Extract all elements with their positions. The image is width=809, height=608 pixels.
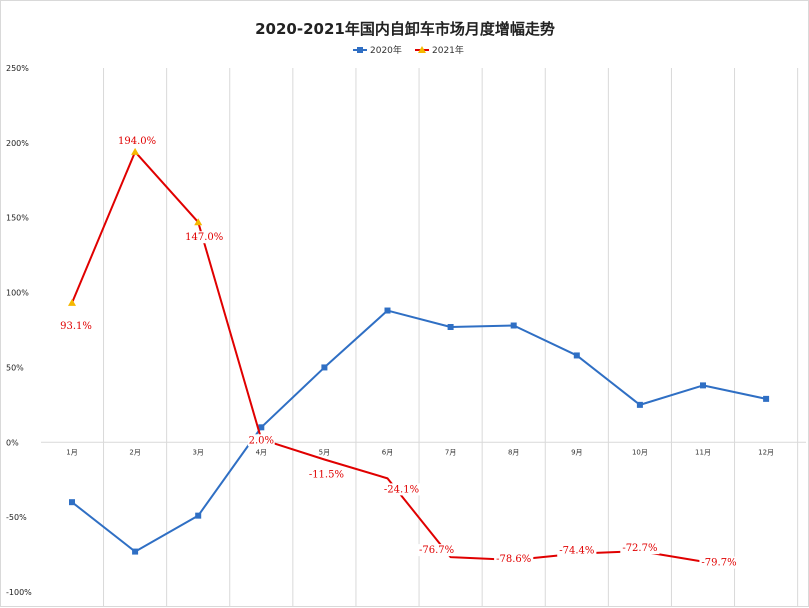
data-label-bg xyxy=(117,134,157,147)
legend-item-2: 2021年 xyxy=(415,44,464,56)
data-label: -72.7% xyxy=(622,543,657,554)
x-tick-label: 2月 xyxy=(129,448,140,456)
grid-lines xyxy=(41,68,806,606)
data-label-bg xyxy=(247,434,275,447)
y-tick-label: -100% xyxy=(6,588,32,597)
legend-label: 2020年 xyxy=(370,44,402,56)
data-label: -78.6% xyxy=(496,554,531,565)
data-label-bg xyxy=(417,544,457,557)
data-point xyxy=(447,324,454,331)
x-tick-label: 9月 xyxy=(571,448,582,456)
chart-title: 2020-2021年国内自卸车市场月度增幅走势 xyxy=(255,20,555,38)
data-point xyxy=(573,352,580,359)
data-point xyxy=(387,477,388,479)
data-label: -24.1% xyxy=(384,484,419,495)
data-label: -74.4% xyxy=(559,546,594,557)
x-tick-label: 4月 xyxy=(256,448,267,456)
series-layer xyxy=(68,147,770,563)
data-label: 93.1% xyxy=(60,321,92,332)
data-label-bg xyxy=(184,231,224,244)
data-point xyxy=(132,548,139,555)
x-tick-label: 3月 xyxy=(192,448,203,456)
data-label: 2.0% xyxy=(249,435,274,446)
data-point xyxy=(258,424,265,431)
x-tick-label: 1月 xyxy=(66,448,77,456)
data-label-bg xyxy=(699,556,739,569)
data-label: 147.0% xyxy=(185,232,223,243)
x-tick-label: 11月 xyxy=(695,448,711,456)
x-tick-label: 10月 xyxy=(632,448,648,456)
y-tick-label: 200% xyxy=(6,139,29,148)
data-point xyxy=(68,298,76,306)
y-tick-label: -50% xyxy=(6,513,27,522)
data-point xyxy=(321,364,328,371)
data-point xyxy=(195,512,202,519)
data-point xyxy=(700,382,706,389)
data-point xyxy=(510,322,517,329)
data-label: -11.5% xyxy=(309,470,344,481)
x-tick-label: 5月 xyxy=(319,448,330,456)
data-point xyxy=(384,307,391,314)
data-label: -76.7% xyxy=(419,545,454,556)
data-point xyxy=(450,556,452,558)
series-line-1 xyxy=(71,309,767,553)
legend-marker xyxy=(418,46,426,53)
data-point xyxy=(636,401,643,408)
x-tick-label: 12月 xyxy=(758,448,774,456)
data-point xyxy=(763,395,770,402)
x-axis: 1月 2月 3月 4月 5月 6月 7月 8月 9月 10月 11月 12月 xyxy=(66,448,774,456)
data-label-bg xyxy=(620,542,660,555)
data-point xyxy=(194,218,203,226)
y-tick-label: 50% xyxy=(6,363,24,372)
data-point xyxy=(323,459,325,461)
y-tick-label: 250% xyxy=(6,64,29,73)
legend-marker xyxy=(357,47,363,53)
data-label-bg xyxy=(494,552,534,565)
legend-label: 2021年 xyxy=(432,44,464,56)
legend: 2020年 2021年 xyxy=(353,44,464,56)
legend-item-1: 2020年 xyxy=(353,44,402,56)
y-axis: 250% 200% 150% 100% 50% 0% -50% -100% xyxy=(6,64,32,597)
data-point xyxy=(69,499,75,506)
x-tick-label: 8月 xyxy=(508,448,519,456)
data-point xyxy=(131,147,140,155)
y-tick-label: 150% xyxy=(6,214,29,223)
data-label: -79.7% xyxy=(701,558,736,569)
data-labels-layer: 93.1% 194.0% 147.0% 2.0% -11.5% -24.1% -76.7% -… xyxy=(59,134,739,569)
y-tick-label: 0% xyxy=(6,438,19,447)
y-tick-label: 100% xyxy=(6,289,29,298)
data-label: 194.0% xyxy=(118,136,156,147)
data-label-bg xyxy=(59,319,93,332)
data-label-bg xyxy=(306,468,346,481)
x-tick-label: 7月 xyxy=(445,448,456,456)
data-label-bg xyxy=(381,483,422,496)
x-tick-label: 6月 xyxy=(382,448,393,456)
data-label-bg xyxy=(557,544,597,557)
